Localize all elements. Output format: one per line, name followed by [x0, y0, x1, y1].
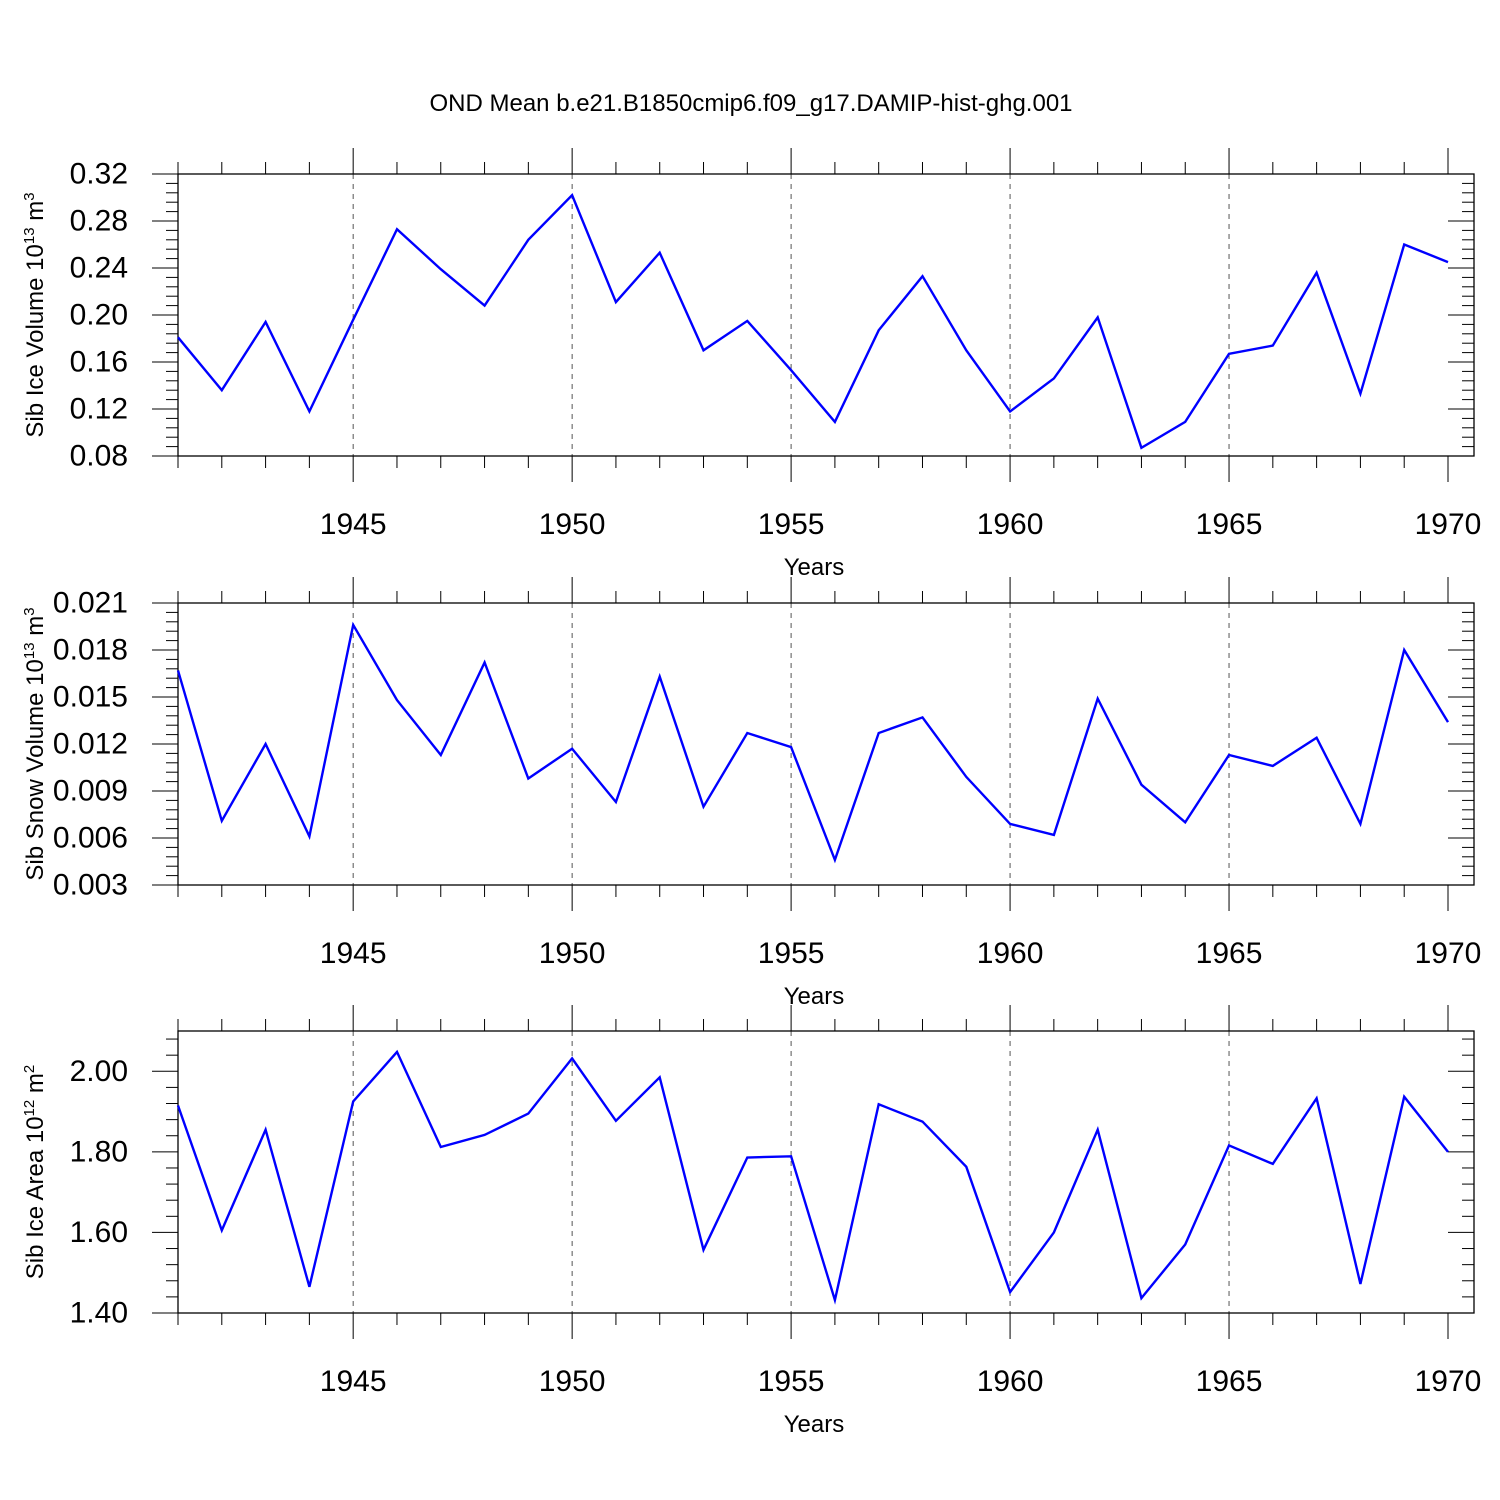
y-tick-label: 0.16: [70, 346, 128, 379]
x-tick-label: 1950: [539, 508, 606, 541]
y-axis-label: Sib Ice Volume 1013 m3: [21, 192, 49, 437]
x-tick-label: 1965: [1196, 508, 1263, 541]
y-tick-label: 0.015: [53, 681, 128, 714]
y-tick-label: 1.60: [70, 1216, 128, 1249]
y-tick-label: 0.08: [70, 440, 128, 473]
chart-title: OND Mean b.e21.B1850cmip6.f09_g17.DAMIP-…: [429, 90, 1072, 117]
x-axis-label: Years: [784, 983, 845, 1010]
x-tick-label: 1945: [320, 508, 387, 541]
plot-frame: [177, 1030, 1475, 1314]
y-axis-label: Sib Snow Volume 1013 m3: [21, 607, 49, 880]
x-tick-label: 1955: [758, 937, 825, 970]
plot-frame: [177, 173, 1475, 457]
x-tick-label: 1965: [1196, 937, 1263, 970]
series-line: [176, 1049, 1449, 1305]
y-tick-label: 0.012: [53, 728, 128, 761]
y-tick-label: 2.00: [70, 1055, 128, 1088]
x-tick-label: 1960: [977, 508, 1044, 541]
x-tick-label: 1950: [539, 937, 606, 970]
y-tick-label: 0.018: [53, 634, 128, 667]
chart-panel-2: 0.003 0.006 0.009 0.012 0.015 0.018 0.021 1945 1…: [21, 577, 1481, 1010]
y-tick-label: 0.24: [70, 252, 128, 285]
chart-panel-1: 0.08 0.12 0.16 0.20 0.24 0.28 0.32 1945 1950 1955…: [21, 148, 1481, 581]
x-axis-label: Years: [784, 554, 845, 581]
x-tick-label: 1970: [1415, 1365, 1482, 1398]
x-tick-label: 1965: [1196, 1365, 1263, 1398]
x-tick-label: 1955: [758, 1365, 825, 1398]
x-tick-label: 1955: [758, 508, 825, 541]
y-tick-label: 0.20: [70, 299, 128, 332]
x-tick-label: 1970: [1415, 508, 1482, 541]
series-line: [176, 621, 1450, 864]
y-tick-label: 0.003: [53, 869, 128, 902]
y-axis-label: Sib Ice Area 1012 m2: [21, 1065, 49, 1279]
y-tick-label: 0.28: [70, 205, 128, 238]
x-tick-label: 1945: [320, 1365, 387, 1398]
y-tick-label: 0.32: [70, 158, 128, 191]
y-tick-label: 0.009: [53, 775, 128, 808]
series-line: [177, 193, 1449, 450]
x-axis-label: Years: [784, 1411, 845, 1438]
x-tick-label: 1960: [977, 1365, 1044, 1398]
x-tick-label: 1960: [977, 937, 1044, 970]
plot-frame: [177, 602, 1475, 886]
x-tick-label: 1970: [1415, 937, 1482, 970]
x-tick-label: 1950: [539, 1365, 606, 1398]
y-tick-label: 0.006: [53, 822, 128, 855]
y-tick-label: 0.021: [53, 587, 128, 620]
y-tick-label: 1.80: [70, 1135, 128, 1168]
x-tick-label: 1945: [320, 937, 387, 970]
y-tick-label: 1.40: [70, 1297, 128, 1330]
chart-panel-3: 1.40 1.60 1.80 2.00 1945 1950 1955 1960 1965 1970…: [21, 1005, 1481, 1438]
y-tick-label: 0.12: [70, 393, 128, 426]
